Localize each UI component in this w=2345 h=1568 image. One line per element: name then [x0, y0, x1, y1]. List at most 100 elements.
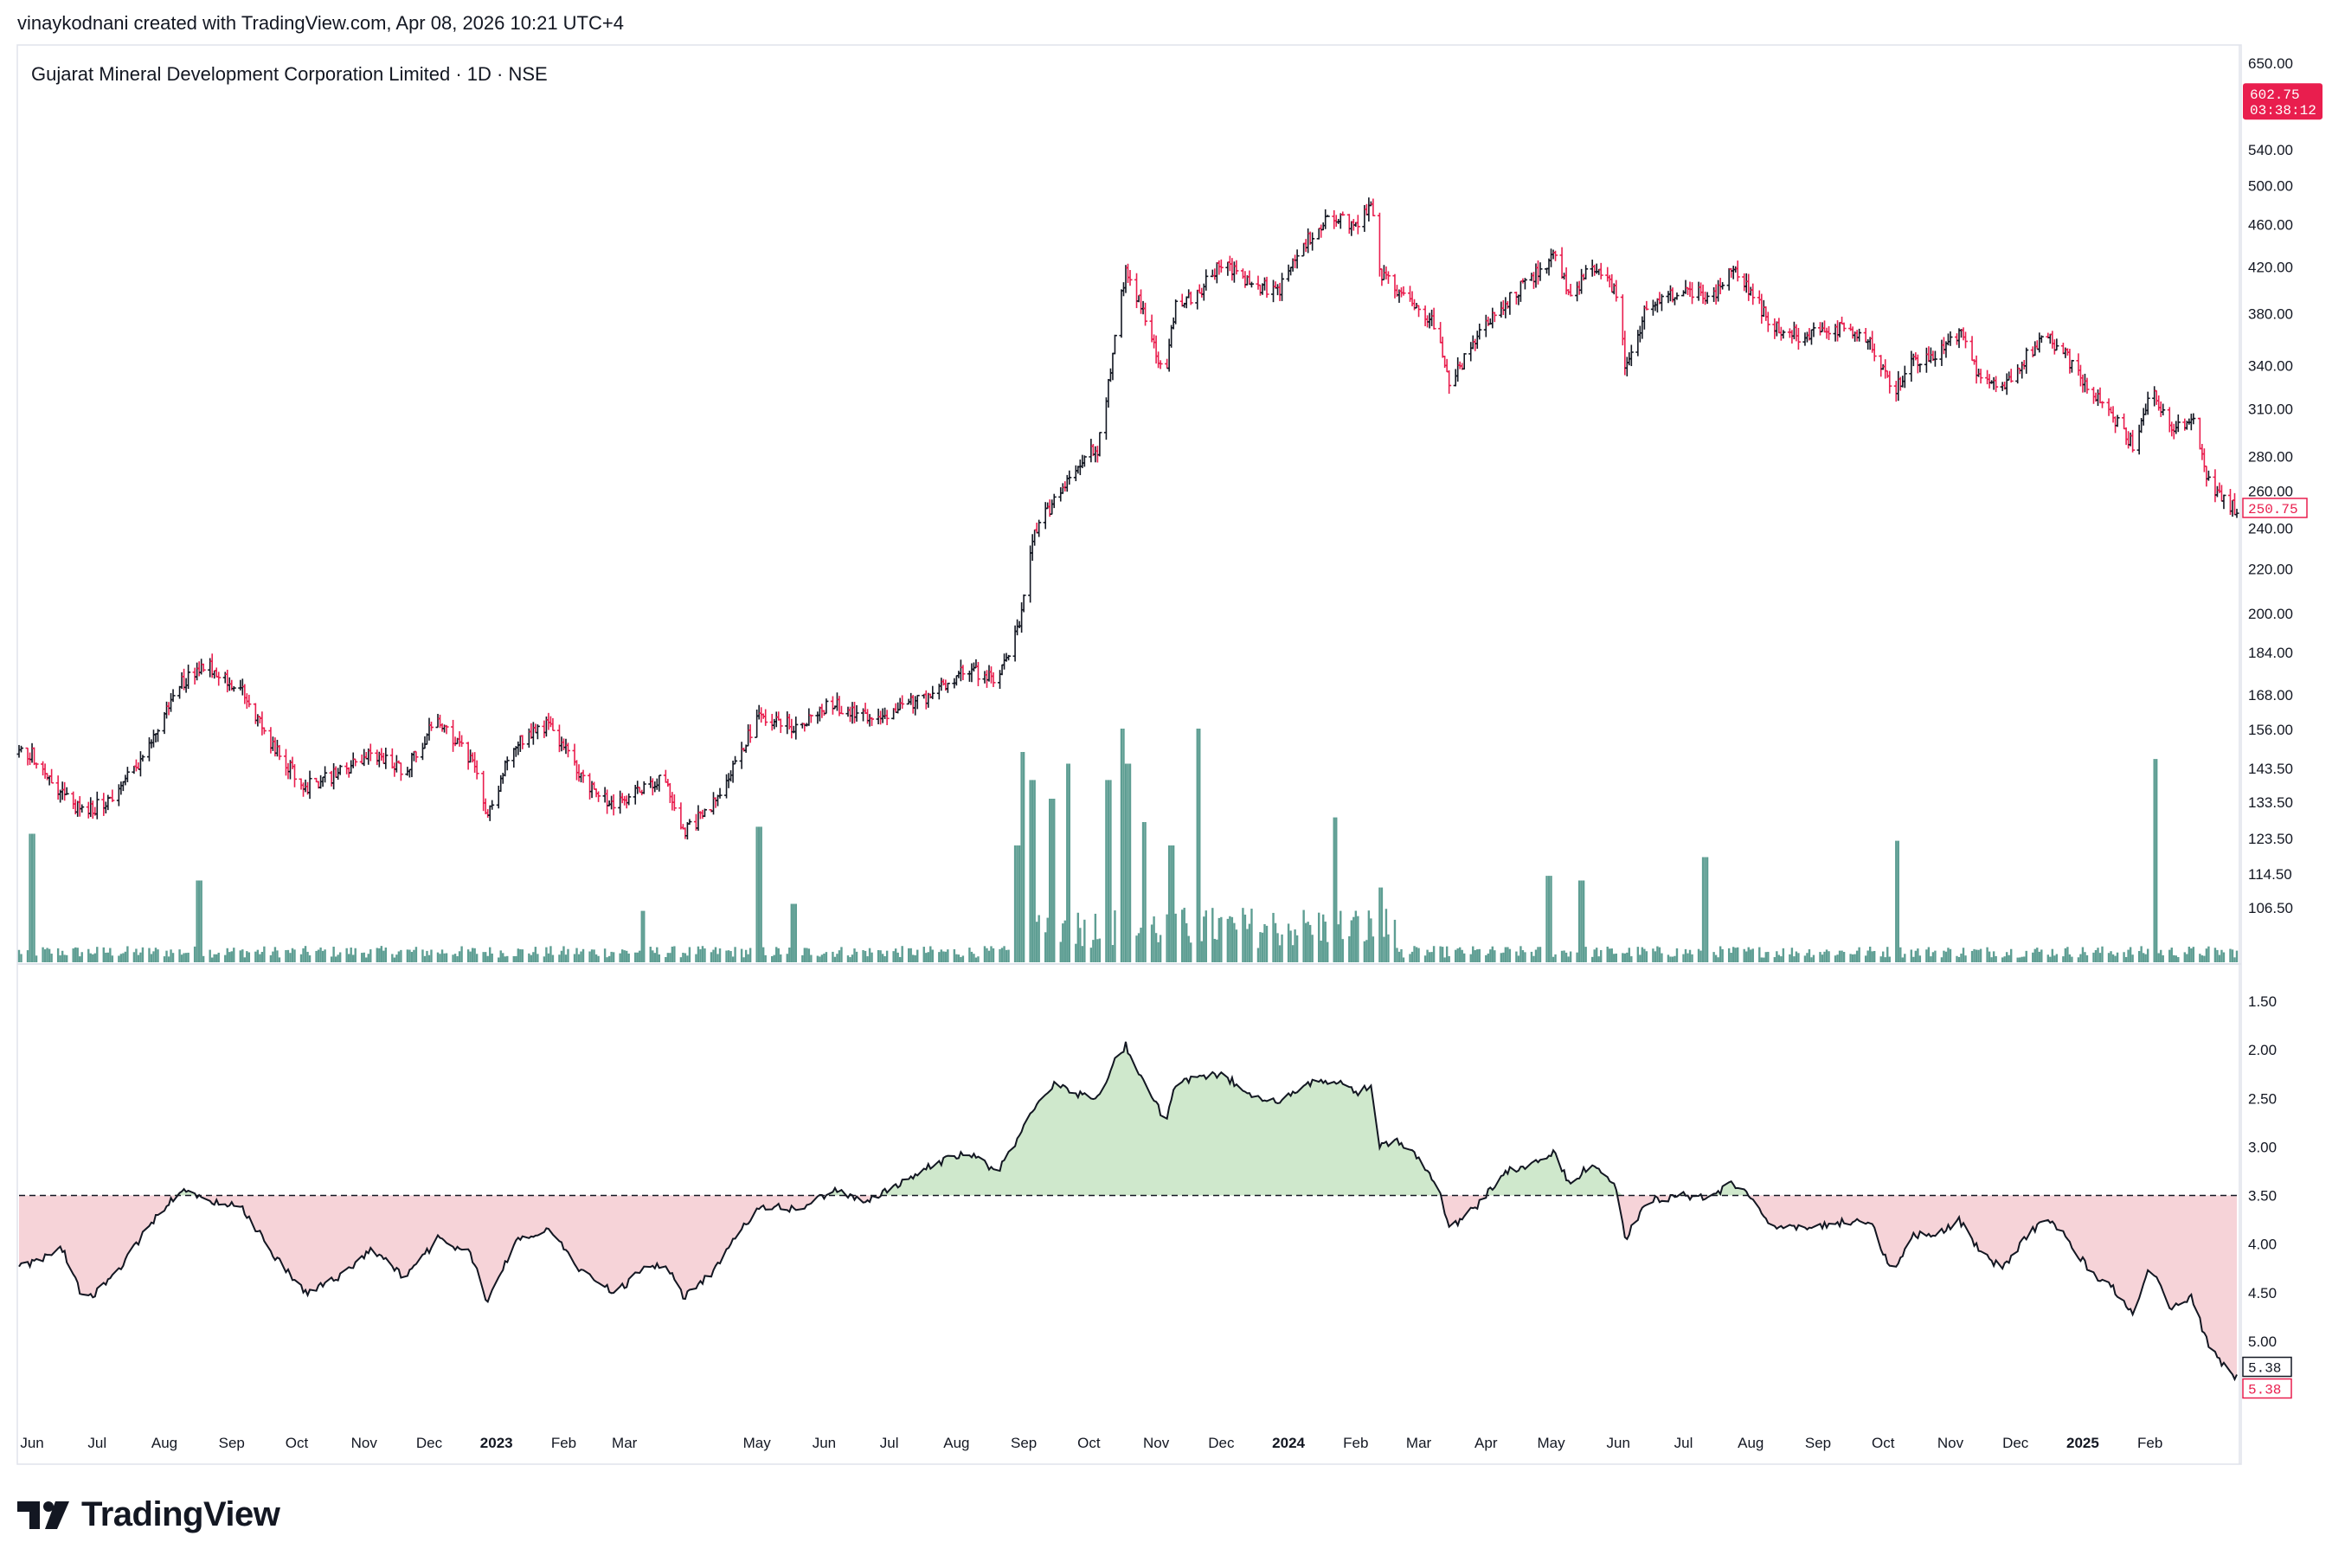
- volume-bar: [697, 946, 700, 962]
- volume-bar: [2032, 952, 2034, 962]
- volume-bar: [1622, 953, 1624, 962]
- volume-bar: [2229, 948, 2232, 962]
- volume-bar: [1000, 948, 1004, 962]
- volume-bar: [1686, 953, 1689, 962]
- volume-bar: [1291, 945, 1295, 962]
- volume-bar: [1537, 947, 1539, 962]
- volume-bar: [1667, 954, 1670, 962]
- volume-bar: [1474, 950, 1476, 962]
- volume-bar: [178, 949, 181, 962]
- volume-bar: [1445, 946, 1449, 962]
- volume-bar: [440, 949, 444, 962]
- volume-bar: [224, 954, 227, 962]
- volume-bar: [806, 948, 808, 962]
- volume-bar: [684, 953, 687, 962]
- volume-bar: [61, 950, 64, 962]
- volume-bar: [840, 947, 843, 962]
- volume-bar: [1973, 948, 1976, 962]
- volume-bar: [547, 953, 550, 962]
- volume-bar: [747, 954, 749, 962]
- volume-bar: [1213, 938, 1217, 962]
- volume-bar: [775, 947, 778, 962]
- volume-bar: [1773, 957, 1776, 962]
- volume-bar: [269, 954, 273, 962]
- volume-bar: [748, 948, 752, 962]
- volume-bar: [833, 956, 837, 962]
- volume-bar: [414, 947, 418, 962]
- volume-bar: [1671, 956, 1674, 962]
- volume-bar: [1795, 951, 1798, 962]
- volume-bar: [658, 954, 661, 962]
- volume-bar: [1823, 951, 1826, 962]
- volume-bar: [184, 953, 188, 962]
- indicator-tick-label: 4.00: [2248, 1237, 2277, 1253]
- volume-bar: [1699, 950, 1702, 962]
- volume-bar: [1949, 948, 1952, 962]
- volume-bar: [740, 948, 743, 962]
- volume-bar: [1220, 916, 1223, 962]
- volume-bar: [1793, 956, 1796, 962]
- volume-bar: [367, 954, 369, 962]
- tradingview-logo[interactable]: TradingView: [17, 1495, 280, 1534]
- volume-bar: [1200, 941, 1203, 962]
- volume-bar: [132, 952, 136, 962]
- volume-bar: [1469, 954, 1472, 962]
- volume-bar: [2107, 953, 2110, 962]
- volume-bar: [2008, 954, 2010, 962]
- time-tick-label: Jul: [1674, 1435, 1693, 1451]
- volume-bar: [2114, 955, 2117, 962]
- volume-bar: [126, 946, 129, 962]
- volume-bar: [180, 954, 183, 962]
- volume-bar: [597, 955, 600, 962]
- volume-bar: [163, 956, 166, 962]
- volume-bar: [1128, 763, 1132, 962]
- time-axis[interactable]: Jun Jul Aug Sep Oct Nov Dec 2023 Feb Mar May Jun Jul…: [20, 1435, 2162, 1451]
- volume-bar: [393, 957, 396, 962]
- volume-bar: [1278, 945, 1282, 962]
- volume-bar: [330, 956, 333, 962]
- volume-bar: [92, 954, 94, 962]
- volume-bar: [992, 948, 995, 962]
- volume-bar: [744, 949, 748, 962]
- volume-bar: [1159, 935, 1162, 962]
- volume-bar: [406, 949, 409, 962]
- volume-bar: [197, 880, 201, 962]
- indicator-axis[interactable]: 1.502.002.503.003.504.004.505.005.50: [2248, 993, 2277, 1398]
- volume-bar: [2094, 949, 2098, 962]
- last-price-tag: [2243, 83, 2323, 120]
- volume-bar: [213, 954, 215, 962]
- volume-bar: [439, 954, 441, 962]
- volume-bar: [1654, 951, 1657, 962]
- volume-bar: [773, 954, 775, 962]
- volume-bar: [1962, 948, 1965, 962]
- volume-bar: [871, 952, 873, 962]
- price-axis[interactable]: 650.00 540.00 500.00 460.00 420.00 380.00 340.…: [2248, 55, 2293, 916]
- volume-bar: [695, 954, 697, 962]
- volume-bar: [1712, 952, 1715, 962]
- volume-bar: [1335, 817, 1338, 962]
- volume-bar: [1478, 948, 1481, 962]
- volume-bar: [634, 952, 637, 962]
- price-tick-label: 156.00: [2248, 722, 2293, 738]
- price-tick-label: 280.00: [2248, 448, 2293, 465]
- volume-bar: [209, 949, 211, 962]
- volume-bar: [1053, 799, 1056, 962]
- volume-bar: [1367, 910, 1371, 962]
- volume-bar: [2222, 952, 2226, 962]
- volume-bar: [1068, 763, 1070, 962]
- volume-bar: [498, 957, 500, 962]
- volume-bar: [1157, 941, 1160, 962]
- volume-bar: [1393, 919, 1397, 962]
- volume-bar: [1357, 916, 1359, 962]
- time-tick-label: Sep: [1011, 1435, 1037, 1451]
- volume-bar: [1154, 933, 1158, 962]
- volume-bar: [925, 953, 928, 962]
- volume-bar: [558, 954, 561, 962]
- volume-bar: [1873, 950, 1876, 962]
- volume-bar: [1059, 941, 1062, 962]
- time-tick-label: Mar: [1406, 1435, 1432, 1451]
- volume-bar: [1049, 799, 1051, 962]
- volume-bar: [1931, 952, 1935, 962]
- volume-bar: [1410, 951, 1414, 962]
